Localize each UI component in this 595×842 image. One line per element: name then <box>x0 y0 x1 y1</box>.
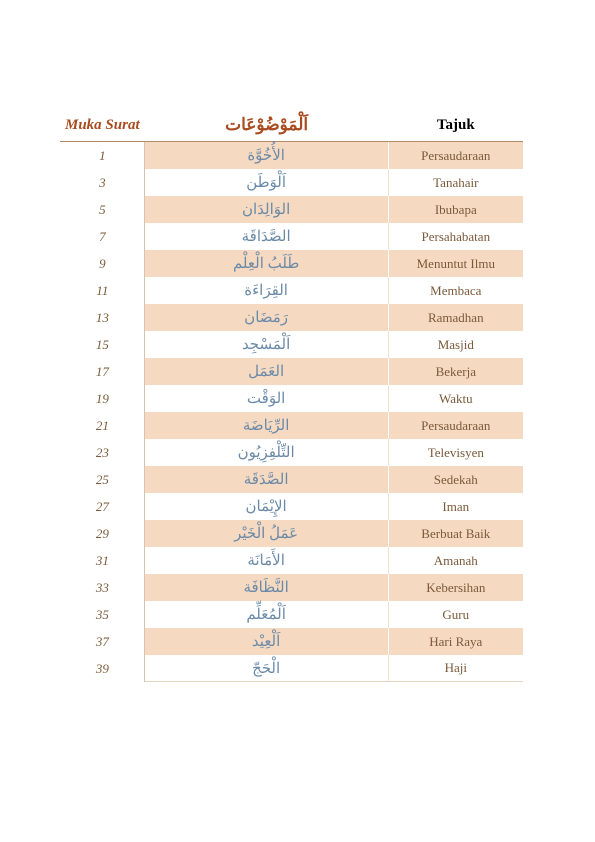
header-tajuk: Tajuk <box>389 117 523 134</box>
cell-tajuk: Televisyen <box>389 439 523 466</box>
table-row: 15اَلْمَسْجِدMasjid <box>61 331 523 358</box>
cell-arabic-title: الإِيْمَان <box>145 493 389 520</box>
table-row: 33النَّظَافَةKebersihan <box>61 574 523 601</box>
cell-tajuk: Berbuat Baik <box>389 520 523 547</box>
cell-tajuk: Haji <box>389 655 523 682</box>
header-muka-surat: Muka Surat <box>60 117 145 134</box>
cell-arabic-title: الرِّيَاضَة <box>145 412 389 439</box>
cell-page-number: 1 <box>61 142 145 169</box>
table-row: 13رَمَضَانRamadhan <box>61 304 523 331</box>
table-row: 25الصَّدَقَةSedekah <box>61 466 523 493</box>
table-row: 5الوَالِدَانIbubapa <box>61 196 523 223</box>
cell-tajuk: Persaudaraan <box>389 142 523 169</box>
cell-page-number: 35 <box>61 601 145 628</box>
cell-page-number: 39 <box>61 655 145 682</box>
cell-tajuk: Amanah <box>389 547 523 574</box>
cell-page-number: 25 <box>61 466 145 493</box>
cell-tajuk: Sedekah <box>389 466 523 493</box>
cell-tajuk: Ibubapa <box>389 196 523 223</box>
cell-arabic-title: اَلْمَسْجِد <box>145 331 389 358</box>
cell-tajuk: Iman <box>389 493 523 520</box>
table-row: 7الصَّدَاقَةPersahabatan <box>61 223 523 250</box>
cell-tajuk: Masjid <box>389 331 523 358</box>
cell-arabic-title: اَلْوَطَن <box>145 169 389 196</box>
table-row: 1الأُخُوَّةPersaudaraan <box>61 142 523 169</box>
cell-tajuk: Membaca <box>389 277 523 304</box>
cell-arabic-title: الوَالِدَان <box>145 196 389 223</box>
cell-tajuk: Kebersihan <box>389 574 523 601</box>
cell-page-number: 21 <box>61 412 145 439</box>
cell-tajuk: Guru <box>389 601 523 628</box>
table-header-row: Muka Surat اَلْمَوْضُوْعَات Tajuk <box>60 115 523 135</box>
cell-arabic-title: رَمَضَان <box>145 304 389 331</box>
cell-tajuk: Persaudaraan <box>389 412 523 439</box>
cell-page-number: 29 <box>61 520 145 547</box>
cell-page-number: 7 <box>61 223 145 250</box>
cell-tajuk: Menuntut Ilmu <box>389 250 523 277</box>
cell-page-number: 11 <box>61 277 145 304</box>
cell-arabic-title: الصَّدَاقَة <box>145 223 389 250</box>
table-body: 1الأُخُوَّةPersaudaraan3اَلْوَطَنTanahai… <box>60 142 523 682</box>
table-row: 3اَلْوَطَنTanahair <box>61 169 523 196</box>
cell-arabic-title: الأُخُوَّة <box>145 142 389 169</box>
table-row: 37اَلْعِيْدHari Raya <box>61 628 523 655</box>
cell-page-number: 15 <box>61 331 145 358</box>
cell-page-number: 33 <box>61 574 145 601</box>
cell-page-number: 17 <box>61 358 145 385</box>
table-row: 23التِّلْفِزِيُونTelevisyen <box>61 439 523 466</box>
cell-page-number: 5 <box>61 196 145 223</box>
cell-arabic-title: اَلْمُعَلِّم <box>145 601 389 628</box>
table-row: 39الْحَجّHaji <box>61 655 523 682</box>
table-row: 35اَلْمُعَلِّمGuru <box>61 601 523 628</box>
cell-tajuk: Bekerja <box>389 358 523 385</box>
document-page: Muka Surat اَلْمَوْضُوْعَات Tajuk 1الأُخ… <box>0 0 595 682</box>
cell-arabic-title: طَلَبُ الْعِلْم <box>145 250 389 277</box>
cell-arabic-title: النَّظَافَة <box>145 574 389 601</box>
cell-page-number: 37 <box>61 628 145 655</box>
table-row: 9طَلَبُ الْعِلْمMenuntut Ilmu <box>61 250 523 277</box>
cell-arabic-title: الأَمَانَة <box>145 547 389 574</box>
table-row: 31الأَمَانَةAmanah <box>61 547 523 574</box>
cell-arabic-title: اَلْعِيْد <box>145 628 389 655</box>
cell-page-number: 19 <box>61 385 145 412</box>
cell-arabic-title: القِرَاءَة <box>145 277 389 304</box>
header-arabic: اَلْمَوْضُوْعَات <box>145 115 389 135</box>
cell-arabic-title: الصَّدَقَة <box>145 466 389 493</box>
cell-page-number: 27 <box>61 493 145 520</box>
cell-page-number: 3 <box>61 169 145 196</box>
table-row: 17العَمَلBekerja <box>61 358 523 385</box>
cell-tajuk: Tanahair <box>389 169 523 196</box>
table-row: 21الرِّيَاضَةPersaudaraan <box>61 412 523 439</box>
table-row: 29عَمَلُ الْخَيْرBerbuat Baik <box>61 520 523 547</box>
cell-arabic-title: الْحَجّ <box>145 655 389 682</box>
cell-arabic-title: عَمَلُ الْخَيْر <box>145 520 389 547</box>
cell-page-number: 23 <box>61 439 145 466</box>
cell-page-number: 31 <box>61 547 145 574</box>
table-row: 11القِرَاءَةMembaca <box>61 277 523 304</box>
cell-page-number: 13 <box>61 304 145 331</box>
cell-arabic-title: التِّلْفِزِيُون <box>145 439 389 466</box>
table-row: 27الإِيْمَانIman <box>61 493 523 520</box>
cell-page-number: 9 <box>61 250 145 277</box>
cell-tajuk: Waktu <box>389 385 523 412</box>
cell-tajuk: Hari Raya <box>389 628 523 655</box>
table-row: 19الوَقْتWaktu <box>61 385 523 412</box>
cell-arabic-title: الوَقْت <box>145 385 389 412</box>
cell-arabic-title: العَمَل <box>145 358 389 385</box>
cell-tajuk: Persahabatan <box>389 223 523 250</box>
cell-tajuk: Ramadhan <box>389 304 523 331</box>
